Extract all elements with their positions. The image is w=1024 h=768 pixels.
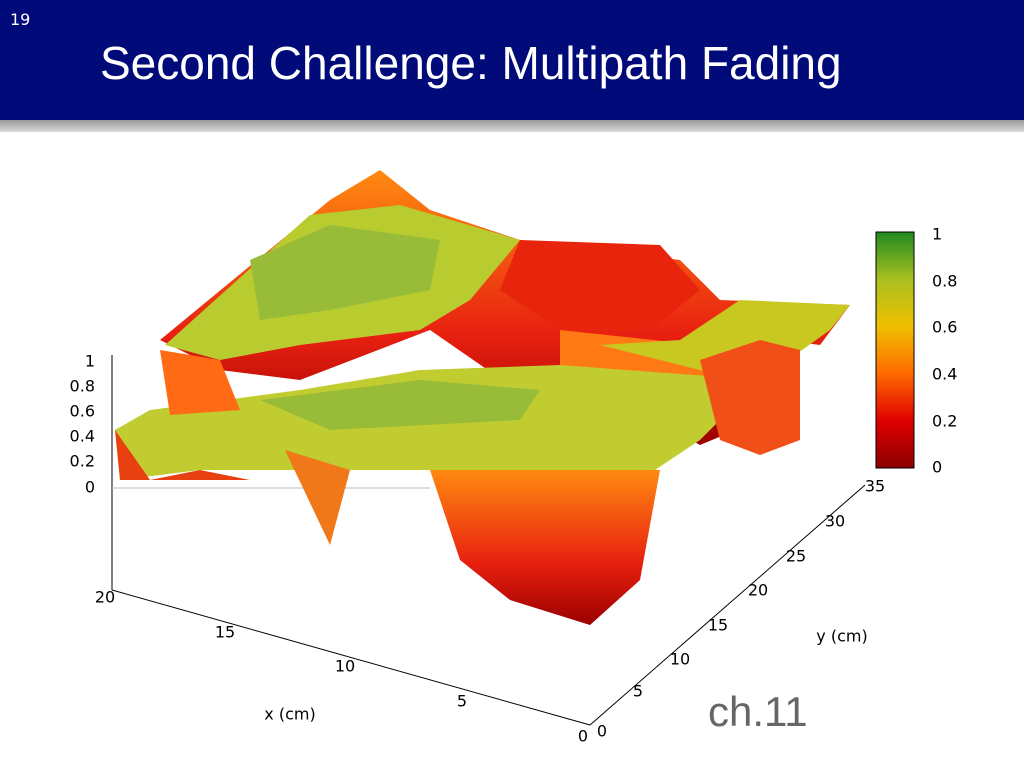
y-axis-label: y (cm) bbox=[816, 627, 867, 646]
y-tick-label: 30 bbox=[825, 512, 845, 531]
x-tick-label: 5 bbox=[457, 692, 467, 711]
z-tick-label: 1 bbox=[85, 352, 95, 371]
slide-number: 19 bbox=[10, 10, 31, 29]
z-tick-label: 0.8 bbox=[70, 377, 95, 396]
colorbar-tick-label: 0.2 bbox=[932, 412, 957, 431]
z-tick-label: 0.4 bbox=[70, 427, 95, 446]
surface bbox=[115, 170, 850, 625]
y-tick-label: 5 bbox=[633, 682, 643, 701]
z-tick-label: 0.2 bbox=[70, 452, 95, 471]
header-stripe bbox=[0, 120, 1024, 132]
colorbar-tick-label: 0.8 bbox=[932, 272, 957, 291]
y-tick-label: 10 bbox=[670, 650, 690, 669]
colorbar bbox=[875, 231, 915, 469]
y-tick-label: 35 bbox=[865, 477, 885, 496]
z-tick-label: 0 bbox=[85, 478, 95, 497]
footer-label: ch.11 bbox=[708, 688, 808, 735]
slide-title: Second Challenge: Multipath Fading bbox=[100, 37, 842, 89]
x-tick-label: 0 bbox=[578, 727, 588, 746]
x-axis-label: x (cm) bbox=[264, 705, 315, 724]
y-tick-label: 25 bbox=[786, 547, 806, 566]
y-tick-label: 0 bbox=[597, 722, 607, 741]
y-tick-label: 20 bbox=[748, 581, 768, 600]
x-tick-label: 20 bbox=[95, 588, 115, 607]
colorbar-tick-label: 0 bbox=[932, 458, 942, 477]
y-axis: 0 5 10 15 20 25 30 35 y (cm) bbox=[597, 477, 885, 741]
y-tick-label: 15 bbox=[708, 616, 728, 635]
x-axis: 0 5 10 15 20 x (cm) bbox=[95, 588, 588, 746]
colorbar-tick-label: 0.4 bbox=[932, 365, 957, 384]
z-tick-label: 0.6 bbox=[70, 402, 95, 421]
x-tick-label: 10 bbox=[335, 657, 355, 676]
z-axis: 0 0.2 0.4 0.6 0.8 1 bbox=[70, 352, 95, 497]
colorbar-tick-label: 1 bbox=[932, 225, 942, 244]
x-tick-label: 15 bbox=[215, 623, 235, 642]
axes-box bbox=[111, 355, 866, 726]
colorbar-tick-label: 0.6 bbox=[932, 318, 957, 337]
colorbar-ticks: 0 0.2 0.4 0.6 0.8 1 bbox=[932, 225, 957, 477]
header-bar bbox=[0, 0, 1024, 120]
